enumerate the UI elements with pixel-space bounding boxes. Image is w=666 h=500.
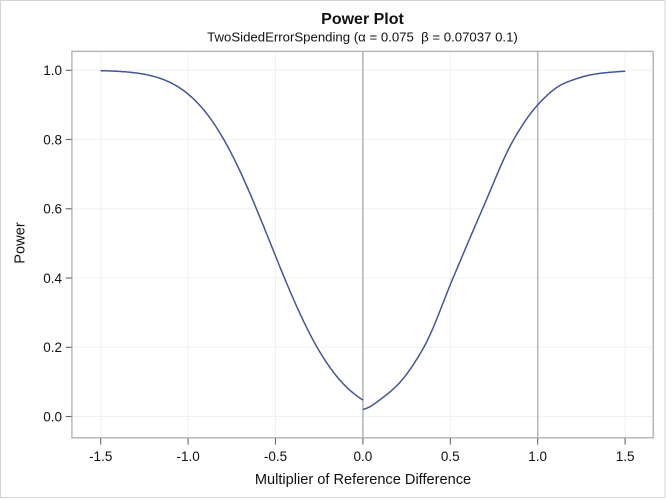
svg-text:-0.5: -0.5 xyxy=(264,449,287,464)
svg-text:0.0: 0.0 xyxy=(43,409,62,424)
svg-text:0.0: 0.0 xyxy=(354,449,373,464)
svg-text:Power Plot: Power Plot xyxy=(321,11,404,28)
svg-text:-1.5: -1.5 xyxy=(89,449,112,464)
svg-text:TwoSidedErrorSpending (α = 0.0: TwoSidedErrorSpending (α = 0.075 β = 0.0… xyxy=(207,29,518,44)
svg-text:1.0: 1.0 xyxy=(528,449,547,464)
svg-text:Multiplier of Reference Differ: Multiplier of Reference Difference xyxy=(255,472,471,488)
svg-text:0.8: 0.8 xyxy=(43,132,62,147)
svg-text:0.4: 0.4 xyxy=(43,271,62,286)
svg-text:Power: Power xyxy=(13,222,29,264)
svg-text:1.0: 1.0 xyxy=(43,63,62,78)
svg-text:0.5: 0.5 xyxy=(441,449,460,464)
svg-text:0.6: 0.6 xyxy=(43,202,62,217)
svg-text:0.2: 0.2 xyxy=(43,340,62,355)
svg-text:-1.0: -1.0 xyxy=(176,449,199,464)
svg-text:1.5: 1.5 xyxy=(616,449,635,464)
